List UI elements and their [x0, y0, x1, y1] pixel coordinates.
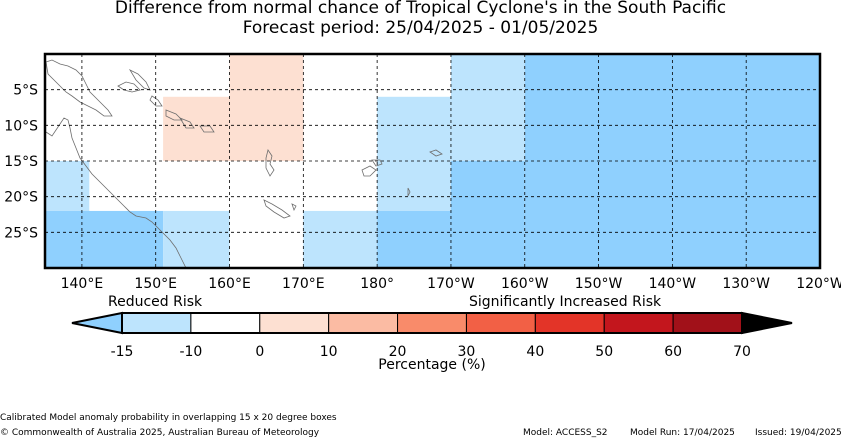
coast-solomons-a	[165, 109, 183, 121]
coast-tonga	[407, 187, 411, 197]
footer-copyright: © Commonwealth of Australia 2025, Austra…	[0, 428, 320, 438]
coast-loyalty	[291, 203, 297, 212]
anomaly-box-0	[45, 161, 90, 211]
coast-australia	[45, 117, 187, 269]
colorbar-tick: 30	[458, 344, 476, 360]
colorbar-tick: -15	[111, 344, 134, 360]
coast-solomons-b	[179, 117, 195, 129]
lat-label: 10°S	[4, 118, 38, 134]
colorbar-segment	[534, 312, 605, 334]
lat-label: 20°S	[4, 190, 38, 206]
coast-new-britain	[117, 81, 141, 93]
anomaly-box-9	[450, 161, 525, 268]
coast-samoa	[429, 149, 443, 157]
lon-label: 160°W	[501, 276, 549, 292]
anomaly-box-1	[45, 210, 164, 268]
colorbar-xlabel: Percentage (%)	[378, 357, 486, 373]
colorbar-segment	[465, 312, 536, 334]
lon-label: 170°E	[282, 276, 325, 292]
lat-label: 5°S	[13, 83, 38, 99]
anomaly-box-4	[229, 54, 304, 161]
colorbar-tick: 10	[320, 344, 338, 360]
map-title-line1: Difference from normal chance of Tropica…	[114, 0, 727, 18]
colorbar-segment	[397, 312, 467, 334]
colorbar-segment	[190, 312, 261, 334]
colorbar: -15 -10 0 10 20 30 40 50 60 70	[71, 311, 793, 360]
colorbar-segment	[328, 312, 399, 334]
coast-bougainville	[149, 95, 163, 107]
lat-label: 25°S	[4, 225, 38, 241]
anomaly-box-3	[163, 96, 230, 161]
coast-solomons-c	[199, 125, 215, 133]
colorbar-tick: 0	[255, 344, 264, 360]
lat-label: 15°S	[4, 154, 38, 170]
anomaly-box-5	[303, 210, 378, 268]
footer-model: Model: ACCESS_S2	[523, 428, 608, 438]
coast-new-caledonia	[263, 199, 291, 219]
colorbar-left-label: Reduced Risk	[108, 294, 203, 310]
colorbar-segment	[672, 312, 743, 334]
colorbar-under-arrow	[71, 311, 123, 335]
lon-label: 170°W	[427, 276, 475, 292]
lon-label: 150°W	[575, 276, 623, 292]
footer-model-run: Model Run: 17/04/2025	[630, 428, 735, 438]
map-title-line2: Forecast period: 25/04/2025 - 01/05/2025	[242, 18, 599, 38]
map-frame	[43, 52, 822, 270]
lon-label: 140°E	[61, 276, 104, 292]
colorbar-right-label: Significantly Increased Risk	[469, 294, 662, 310]
anomaly-box-7	[377, 210, 451, 268]
colorbar-outline	[121, 312, 743, 334]
anomaly-box-2	[163, 210, 230, 268]
coastline-layer	[45, 59, 443, 269]
colorbar-tick: -10	[179, 344, 202, 360]
coast-fiji-b	[371, 159, 383, 167]
lon-label: 130°W	[722, 276, 770, 292]
lon-label: 150°E	[134, 276, 177, 292]
footer-note: Calibrated Model anomaly probability in …	[0, 413, 337, 423]
coast-new-ireland	[128, 69, 151, 91]
colorbar-tick: 50	[595, 344, 613, 360]
lon-label: 120°W	[796, 276, 841, 292]
colorbar-over-arrow	[741, 311, 793, 335]
anomaly-box-8	[450, 54, 525, 161]
colorbar-segment	[603, 312, 674, 334]
coast-fiji-a	[361, 165, 377, 177]
coast-vanuatu	[265, 149, 275, 177]
lon-label: 180°	[360, 276, 394, 292]
footer-issued: Issued: 19/04/2025	[755, 428, 841, 438]
lon-label: 140°W	[649, 276, 697, 292]
coast-new-guinea	[45, 59, 113, 117]
colorbar-segment	[259, 312, 330, 334]
colorbar-tick: 70	[733, 344, 751, 360]
anomaly-box-6	[377, 96, 451, 211]
colorbar-tick: 60	[664, 344, 682, 360]
colorbar-tick: 40	[526, 344, 544, 360]
lon-label: 160°E	[208, 276, 251, 292]
colorbar-segment	[121, 312, 192, 334]
colorbar-tick: 20	[389, 344, 407, 360]
